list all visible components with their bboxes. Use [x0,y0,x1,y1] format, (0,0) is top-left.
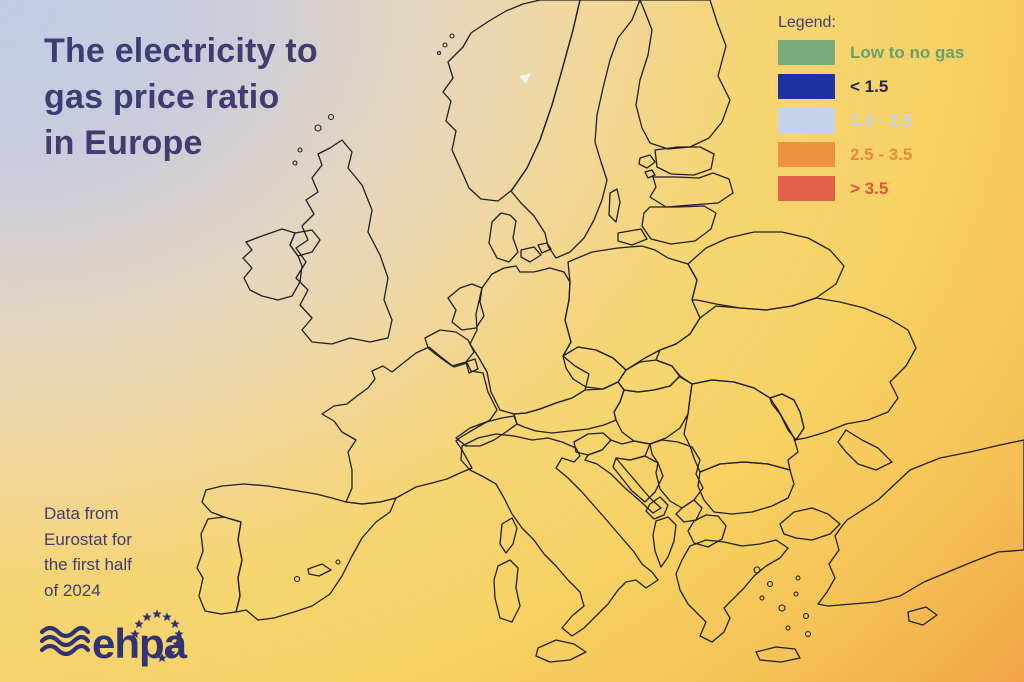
country-croatia [584,439,662,514]
country-slovakia [617,359,681,393]
island-lofoten-3 [436,50,442,56]
country-turkey [817,439,1024,607]
country-belgium [424,329,475,367]
country-montenegro [645,496,669,520]
country-luxembourg [465,358,479,374]
country-denmark-island-2 [537,242,552,254]
legend-label-2-5-3-5: 2.5 - 3.5 [850,144,913,164]
island-hebrides-2 [292,160,298,166]
country-moldova [769,393,805,441]
source-note: Data from Eurostat for the first half of… [44,501,132,603]
country-estonia [654,146,715,176]
legend-swatch-1-5-2-5 [778,108,835,133]
country-latvia [649,172,734,208]
country-estonia-island-2 [644,169,656,179]
country-germany [469,265,590,415]
country-switzerland [455,415,518,447]
legend-item-lt-1-5: < 1.5 [778,74,964,99]
country-greece [675,539,789,643]
country-denmark [488,212,519,263]
country-kaliningrad [617,228,648,246]
country-romania [683,379,799,473]
country-united-kingdom [295,139,393,345]
country-hungary [613,375,693,445]
country-italy [460,433,659,637]
country-spain [201,483,397,621]
country-portugal [196,516,243,615]
island-aegean-9 [795,575,801,581]
country-albania [652,516,677,568]
country-crete [755,646,801,663]
country-sicily [535,639,587,663]
country-finland [635,0,731,150]
legend-item-gt-3-5: > 3.5 [778,176,964,201]
source-line-2: Eurostat for [44,529,132,549]
legend-label-low-to-no-gas: Low to no gas [850,42,965,62]
island-ibiza [293,575,301,583]
island-aegean-4 [778,604,786,612]
island-aegean-2 [766,580,774,588]
country-estonia-island [638,154,656,169]
legend-heading: Legend: [778,14,836,31]
island-aegean-5 [793,591,799,597]
legend-swatch-low-to-no-gas [778,40,835,65]
country-gotland [608,188,621,223]
source-line-1: Data from [44,504,119,523]
lake-norway [519,73,531,84]
island-lofoten [449,33,455,39]
country-north-macedonia [687,514,727,548]
country-sardinia [493,559,521,623]
country-belarus [687,231,845,311]
country-lithuania [641,205,717,245]
country-france [321,346,498,505]
country-ireland [242,228,303,301]
island-unfilled-southeast [907,606,938,626]
title-line-3: in Europe [44,124,203,162]
legend-label-lt-1-5: < 1.5 [850,76,889,96]
island-lofoten-2 [442,42,448,48]
source-line-3: the first half [44,555,132,574]
legend: Legend: Low to no gas < 1.5 1.5 - 2.5 2.… [778,14,964,210]
island-aegean-6 [802,612,810,620]
title-line-1: The electricity to [44,32,318,70]
title-line-2: gas price ratio [44,78,280,116]
country-northern-ireland [289,229,321,257]
legend-item-1-5-2-5: 1.5 - 2.5 [778,108,964,133]
country-poland [562,245,701,371]
legend-swatch-2-5-3-5 [778,142,835,167]
country-corsica [499,517,518,554]
country-sweden [510,0,641,259]
country-turkey-thrace [779,507,841,541]
country-bulgaria [697,461,795,515]
legend-item-low-to-no-gas: Low to no gas [778,40,964,65]
legend-label-gt-3-5: > 3.5 [850,178,889,198]
legend-swatch-lt-1-5 [778,74,835,99]
country-norway [442,0,581,202]
island-aegean-1 [753,566,761,574]
island-aegean-3 [759,595,765,601]
legend-label-1-5-2-5: 1.5 - 2.5 [850,110,913,130]
country-bosnia [612,455,664,503]
country-slovenia [573,432,612,456]
country-balearic-islands [307,563,332,577]
country-netherlands [447,283,485,331]
country-ukraine [655,297,917,441]
page-title: The electricity to gas price ratio in Eu… [44,28,318,166]
island-hebrides [297,147,303,153]
ehpa-logo: ehpa [39,609,189,667]
island-aegean-7 [785,625,791,631]
source-line-4: of 2024 [44,580,101,600]
waves-icon [39,625,91,657]
island-aegean-8 [804,630,812,638]
legend-item-2-5-3-5: 2.5 - 3.5 [778,142,964,167]
country-austria [513,381,625,434]
island-shetland [327,113,335,121]
country-denmark-island [520,246,542,263]
country-crimea [837,429,893,471]
island-orkney [314,124,322,132]
island-menorca [335,559,341,565]
legend-swatch-gt-3-5 [778,176,835,201]
